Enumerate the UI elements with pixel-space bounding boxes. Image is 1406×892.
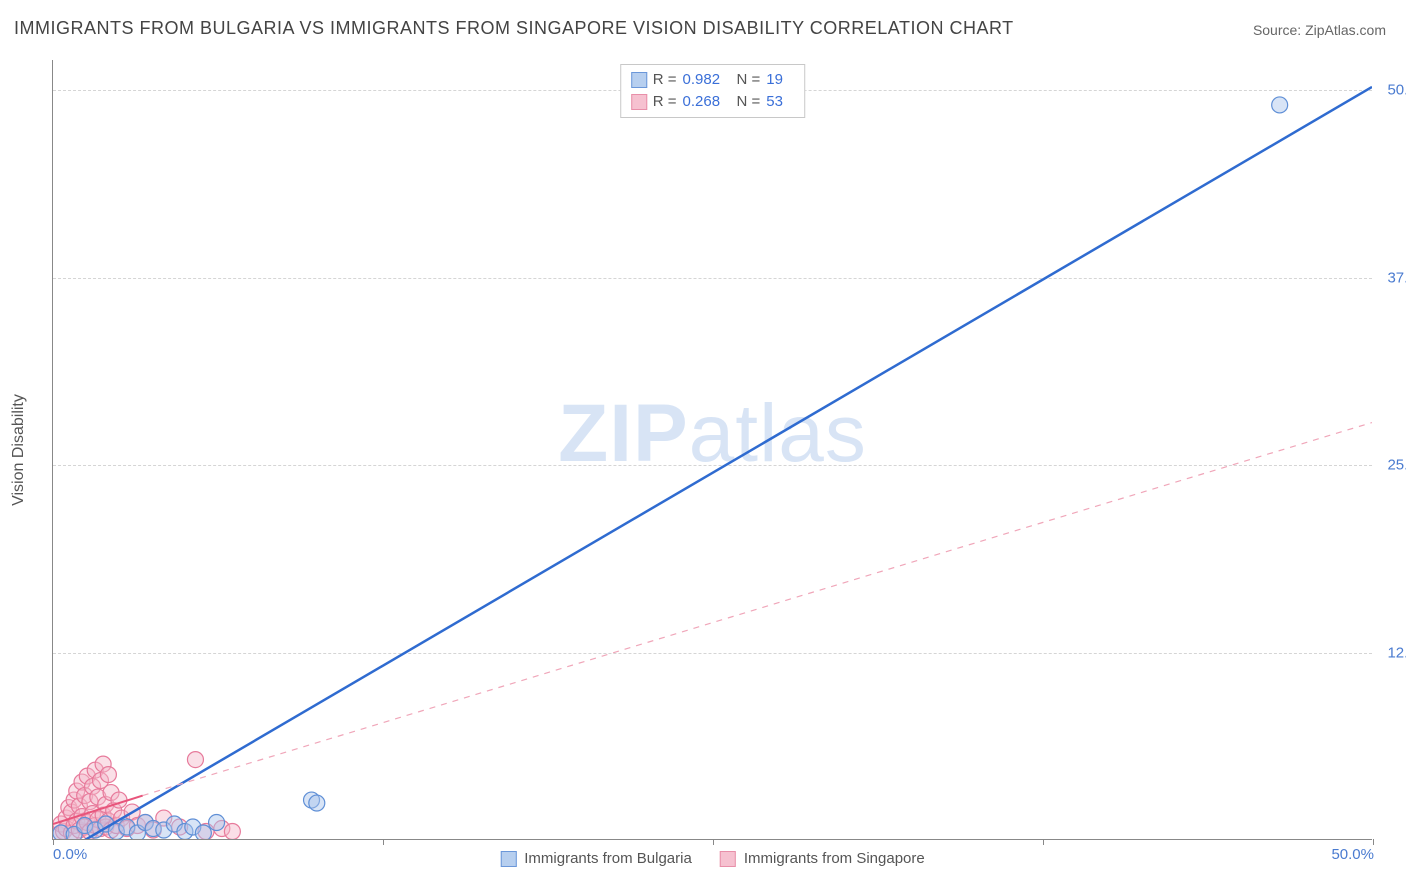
legend-swatch xyxy=(631,72,647,88)
data-point xyxy=(1272,97,1288,113)
y-tick-label: 50.0% xyxy=(1387,82,1406,99)
data-point xyxy=(209,815,225,831)
source-label: Source: ZipAtlas.com xyxy=(1253,22,1386,38)
trend-line-bulgaria xyxy=(66,87,1372,839)
y-axis-title: Vision Disability xyxy=(10,394,28,506)
legend-stat-row: R = 0.268 N =53 xyxy=(631,91,795,113)
x-tick xyxy=(1043,839,1044,845)
legend-swatch xyxy=(720,851,736,867)
legend-item: Immigrants from Singapore xyxy=(720,850,925,867)
n-value: 53 xyxy=(766,91,794,113)
x-tick xyxy=(713,839,714,845)
n-label: N = xyxy=(737,91,761,113)
y-tick-label: 25.0% xyxy=(1387,457,1406,474)
data-point xyxy=(224,824,240,839)
legend-stats: R = 0.982 N =19 R = 0.268 N =53 xyxy=(620,64,806,118)
y-tick-label: 37.5% xyxy=(1387,269,1406,286)
y-tick-label: 12.5% xyxy=(1387,644,1406,661)
chart-svg xyxy=(53,60,1372,839)
data-point xyxy=(187,752,203,768)
plot-area: Vision Disability ZIPatlas 12.5%25.0%37.… xyxy=(52,60,1372,840)
n-label: N = xyxy=(737,69,761,91)
legend-series: Immigrants from Bulgaria Immigrants from … xyxy=(500,850,924,867)
x-end-label: 50.0% xyxy=(1331,846,1374,863)
legend-label: Immigrants from Bulgaria xyxy=(524,850,692,867)
legend-swatch xyxy=(500,851,516,867)
r-value: 0.982 xyxy=(683,69,731,91)
legend-swatch xyxy=(631,94,647,110)
x-start-label: 0.0% xyxy=(53,846,87,863)
data-point xyxy=(195,825,211,839)
x-tick xyxy=(1373,839,1374,845)
data-point xyxy=(100,767,116,783)
data-point xyxy=(309,795,325,811)
r-label: R = xyxy=(653,91,677,113)
r-label: R = xyxy=(653,69,677,91)
chart-title: IMMIGRANTS FROM BULGARIA VS IMMIGRANTS F… xyxy=(14,18,1014,39)
trend-line-singapore-dashed xyxy=(143,423,1372,796)
n-value: 19 xyxy=(766,69,794,91)
legend-item: Immigrants from Bulgaria xyxy=(500,850,692,867)
x-tick xyxy=(53,839,54,845)
legend-label: Immigrants from Singapore xyxy=(744,850,925,867)
x-tick xyxy=(383,839,384,845)
legend-stat-row: R = 0.982 N =19 xyxy=(631,69,795,91)
r-value: 0.268 xyxy=(683,91,731,113)
